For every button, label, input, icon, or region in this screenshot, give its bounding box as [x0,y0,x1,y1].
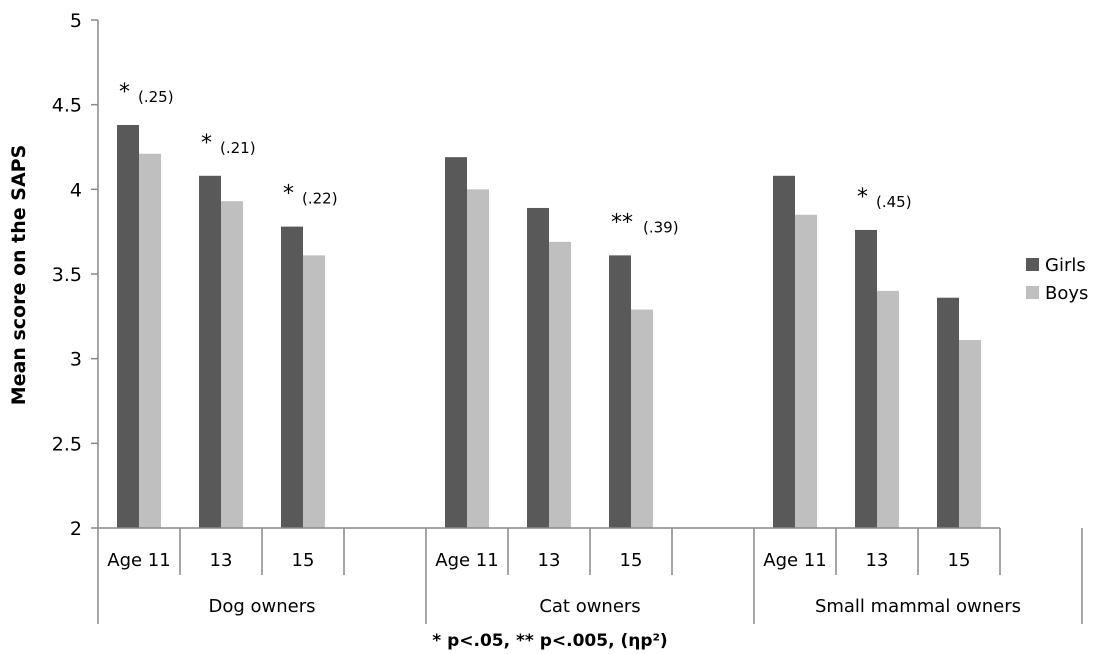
y-tick-label: 4.5 [52,95,82,117]
bar-girls [773,175,795,528]
bar-girls [199,175,221,528]
bar-boys [549,241,571,528]
legend: Girls Boys [1026,255,1088,304]
bar-girls [937,297,959,528]
significance-stars: ** [611,210,633,235]
y-tick-label: 3 [70,349,82,371]
bar-boys [139,153,161,529]
y-axis-title: Mean score on the SAPS [8,145,30,406]
y-tick-label: 2.5 [52,433,82,455]
significance-stars: * [201,131,212,156]
group-label: Small mammal owners [815,596,1021,617]
bar-girls [527,207,549,528]
y-tick-label: 2 [70,518,82,540]
significance-annotations: * (.25) * (.21) * (.22) ** (.39) * (.45) [119,80,912,236]
x-axis: Age 11 13 15 Dog owners Age 11 13 15 Cat owners… [97,527,1083,624]
y-tick-label: 4 [70,179,82,201]
effect-size-label: (.21) [220,139,256,157]
x-tick-label: Age 11 [107,550,170,571]
effect-size-label: (.39) [643,218,679,236]
y-tick-label: 3.5 [52,264,82,286]
legend-swatch-girls [1026,258,1039,271]
bars [117,124,981,529]
legend-label-girls: Girls [1045,255,1086,276]
effect-size-label: (.45) [876,193,912,211]
x-tick-label: 13 [210,550,233,571]
bar-boys [631,309,653,528]
bar-boys [467,189,489,529]
effect-size-label: (.25) [138,88,174,106]
bar-boys [877,290,899,528]
legend-label-boys: Boys [1045,283,1088,304]
bar-boys [303,255,325,528]
x-tick-label: 13 [866,550,889,571]
bar-girls [117,124,139,528]
significance-stars: * [119,80,130,105]
bar-girls [281,226,303,528]
x-tick-label: 15 [948,550,971,571]
group-label: Cat owners [539,596,640,617]
bar-boys [959,340,981,528]
footnote: * p<.05, ** p<.005, (ηp²) [432,631,667,651]
bar-boys [795,214,817,528]
group-label: Dog owners [208,596,315,617]
bar-girls [609,255,631,528]
effect-size-label: (.22) [302,190,338,208]
x-tick-label: 15 [620,550,643,571]
bar-boys [221,201,243,529]
x-tick-label: 15 [292,550,315,571]
x-tick-label: Age 11 [435,550,498,571]
legend-swatch-boys [1026,286,1039,299]
y-axis: 2 2.5 3 3.5 4 4.5 5 [52,10,99,540]
x-tick-label: Age 11 [763,550,826,571]
bar-girls [445,157,467,528]
significance-stars: * [857,185,868,210]
significance-stars: * [283,182,294,207]
y-tick-label: 5 [70,10,82,32]
x-tick-label: 13 [538,550,561,571]
bar-girls [855,229,877,528]
